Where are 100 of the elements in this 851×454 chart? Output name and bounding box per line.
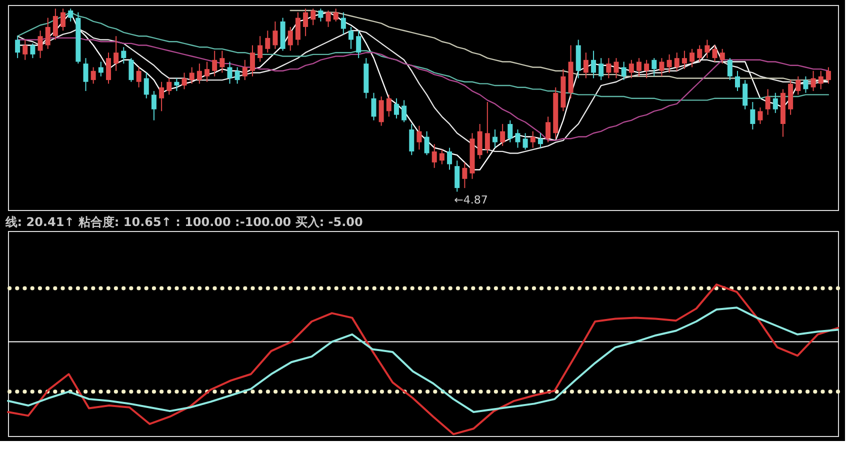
candlestick [796,76,801,96]
candlestick [530,130,536,148]
candlestick [288,26,293,52]
candlestick [394,98,399,119]
candlestick [765,88,770,116]
candlestick [583,52,588,79]
candlestick [621,61,626,81]
candlestick [258,36,263,62]
candlestick [690,48,695,68]
candlestick [416,125,422,150]
candlestick [212,50,218,77]
candlestick [38,30,43,59]
candlestick [348,26,354,50]
candlestick [242,59,248,81]
candlestick [522,132,528,150]
candlestick [114,36,119,72]
candlestick [682,50,687,70]
candlestick [60,8,66,32]
candlestick [758,107,763,124]
candlestick [712,44,718,62]
candlestick [674,52,680,72]
candlestick [424,130,430,156]
candlestick [652,58,657,77]
candlestick [318,8,324,22]
candlestick [432,144,437,168]
candlestick [52,8,58,40]
candlestick [735,70,740,92]
candlestick [68,8,74,22]
candlestick [340,12,346,35]
candlestick [204,61,210,82]
candlestick [477,123,482,160]
candlestick [250,44,255,77]
candlestick [83,58,88,92]
candlestick [128,58,134,82]
candlestick [591,50,596,79]
candlestick [356,30,362,59]
candlestick [106,52,111,84]
candlestick [378,96,384,126]
candlestick [189,66,194,84]
candlestick [30,42,36,59]
candlestick [333,8,338,22]
candlestick [310,8,316,26]
candlestick [174,78,180,92]
candlestick [22,39,28,60]
candlestick [515,128,520,148]
candlestick [772,92,778,114]
candlestick [644,59,650,79]
candlestick [742,80,748,110]
candlestick [704,39,710,59]
candlestick [386,94,392,118]
candlestick [697,44,702,62]
candlestick [265,30,270,54]
candlestick [272,20,278,50]
candlestick [454,160,460,192]
candlestick [220,50,225,74]
candlestick [295,12,300,46]
candlestick [606,58,612,79]
chart-title: 线: 20.41↑ 粘合度: 10.65↑ : 100.00 :-100.00 买入: -5.00 [4,215,363,229]
candlestick [636,58,642,77]
candlestick [546,116,551,143]
candlestick [492,128,498,148]
candlestick [810,70,816,92]
candlestick [121,46,126,64]
candlestick [614,58,619,79]
candlestick [666,54,672,74]
candlestick [90,66,96,84]
candlestick [508,120,513,143]
candlestick [402,100,407,123]
candlestick [166,78,172,96]
candlestick [720,48,725,64]
candlestick [45,17,50,50]
candlestick [196,63,202,84]
candlestick [159,81,164,112]
candlestick [462,162,468,189]
candlestick [818,70,824,90]
candlestick [598,58,604,81]
candlestick [727,58,732,81]
candlestick [500,123,506,146]
candlestick [234,66,240,84]
candlestick [303,8,308,37]
candlestick [227,61,232,84]
candlestick [151,90,156,121]
candlestick [136,66,142,88]
candlestick [15,36,20,59]
candlestick [628,59,634,79]
candlestick [144,72,149,99]
candlestick [803,76,808,94]
candlestick [659,58,664,77]
candlestick [750,102,756,130]
candlestick [826,66,831,84]
candlestick [484,102,490,154]
candlestick [326,10,331,28]
candlestick [409,123,414,156]
candlestick [98,61,104,77]
candlestick [538,132,543,148]
candlestick [182,72,187,90]
text: ←4.87 [454,194,488,207]
candlestick [371,92,376,121]
candlestick [439,149,444,165]
candlestick [447,147,452,170]
